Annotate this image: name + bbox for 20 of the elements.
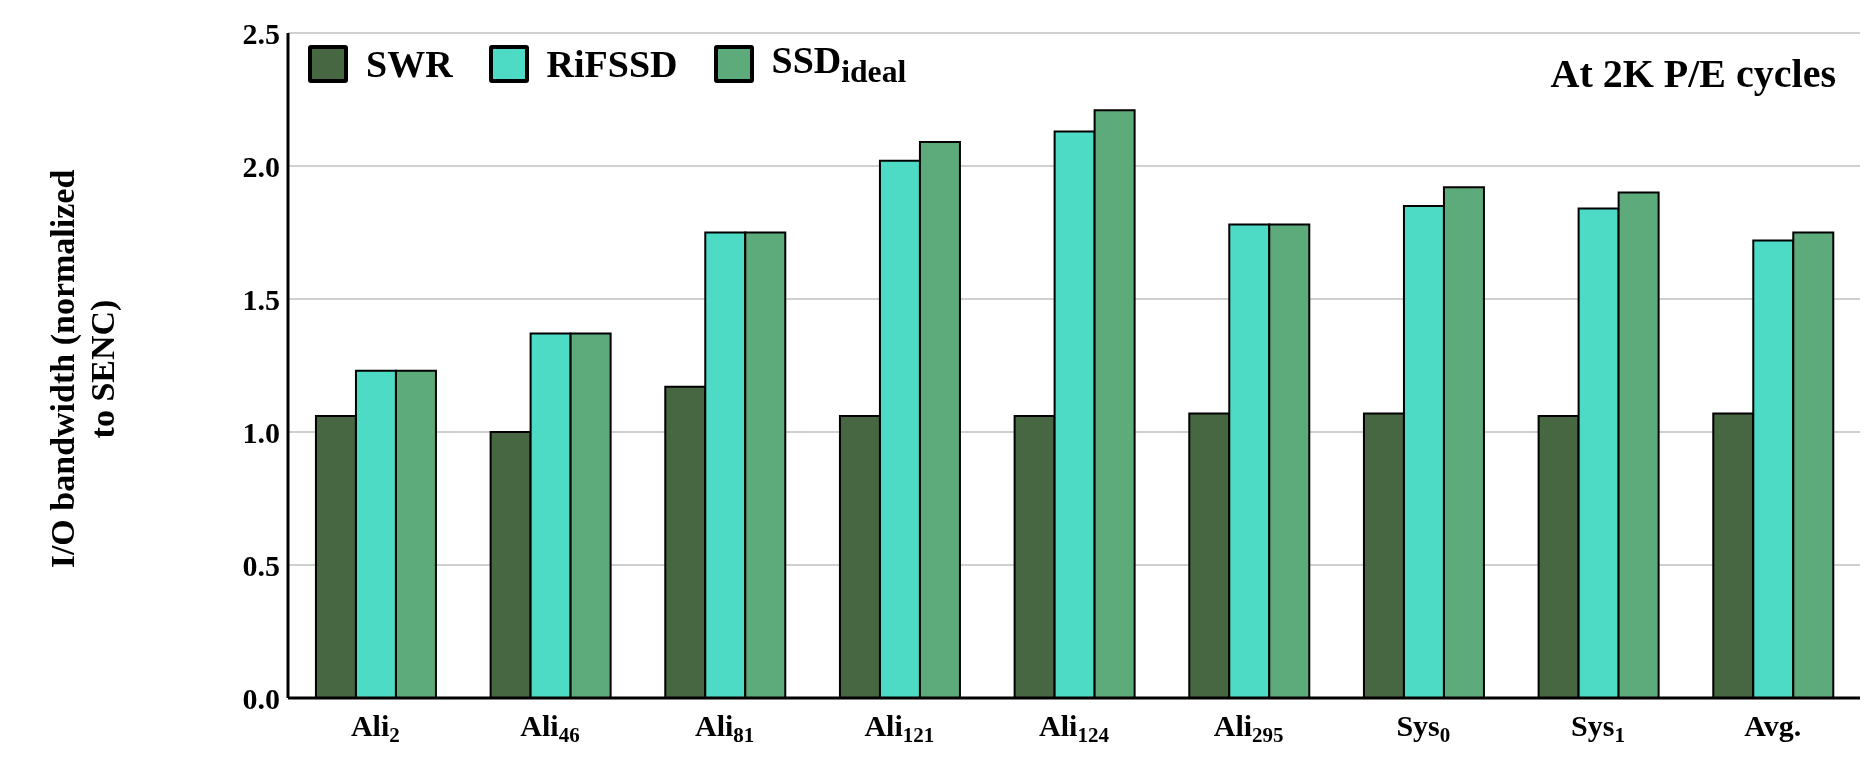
y-tick-label: 2.0	[242, 149, 280, 183]
x-tick-label: Ali$_{124}$	[1039, 709, 1110, 748]
y-tick-label: 0.5	[242, 548, 280, 582]
x-tick-label: Ali$_{81}$	[694, 709, 755, 748]
text: At 2K P/E cycles	[1550, 51, 1836, 96]
legend-label: RiFSSD	[546, 41, 678, 86]
y-tick-label: 1.0	[242, 415, 280, 449]
legend-label: SWR	[366, 41, 453, 86]
x-tick-label: Avg.	[1744, 709, 1802, 742]
x-tick-label: Ali$_{121}$	[864, 709, 935, 748]
y-tick-label: 1.5	[242, 282, 280, 316]
y-tick-label: 0.0	[242, 681, 280, 715]
x-tick-label: Ali$_{2}$	[350, 709, 400, 748]
legend-label: SSD$_{ideal}$	[771, 38, 907, 90]
x-tick-label: Ali$_{46}$	[520, 709, 580, 748]
x-tick-label: Ali$_{295}$	[1213, 709, 1284, 748]
y-tick-label: 2.5	[242, 16, 280, 50]
x-tick-label: Sys$_{1}$	[1571, 709, 1625, 748]
y-axis-title: I/O bandwidth (normalized to SENC)	[44, 169, 121, 569]
x-tick-label: Sys$_{0}$	[1396, 709, 1451, 748]
